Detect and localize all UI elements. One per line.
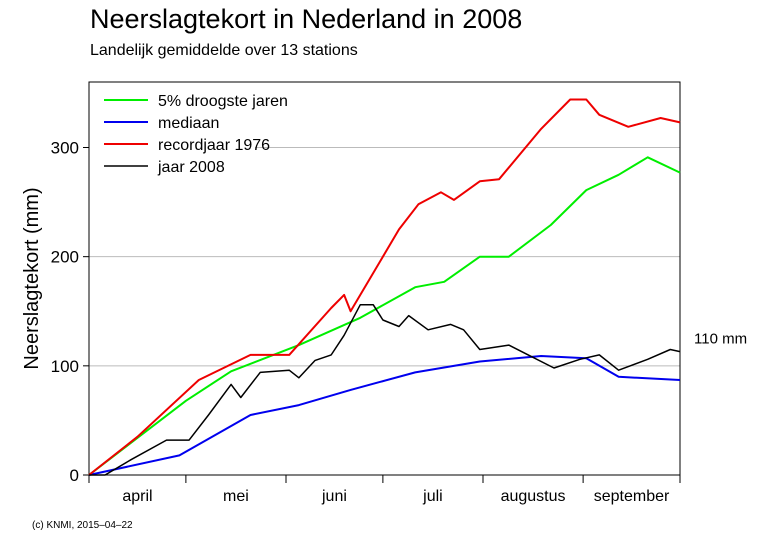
legend-label: 5% droogste jaren <box>158 93 288 110</box>
month-label-juni: juni <box>321 488 347 505</box>
end-value-annotation: 110 mm <box>694 331 747 348</box>
month-label-augustus: augustus <box>501 488 566 505</box>
series-line-5-droogste-jaren <box>88 156 681 476</box>
chart-subtitle: Landelijk gemiddelde over 13 stations <box>90 42 358 59</box>
y-tick-label: 100 <box>51 357 79 376</box>
y-axis-label: Neerslagtekort (mm) <box>21 187 43 369</box>
plot-frame <box>88 81 681 476</box>
chart-title: Neerslagtekort in Nederland in 2008 <box>90 4 523 34</box>
y-tick-label: 200 <box>51 248 79 267</box>
y-tick-label: 300 <box>51 139 79 158</box>
month-label-april: april <box>122 488 152 505</box>
month-label-september: september <box>594 488 670 505</box>
month-label-mei: mei <box>223 488 249 505</box>
series-line-recordjaar-1976 <box>88 98 681 476</box>
copyright-footer: (c) KNMI, 2015–04–22 <box>32 520 133 531</box>
legend-label: jaar 2008 <box>157 159 225 176</box>
series-line-mediaan <box>88 355 681 476</box>
legend-label: mediaan <box>158 115 219 132</box>
legend-label: recordjaar 1976 <box>158 137 270 154</box>
y-tick-label: 0 <box>70 466 79 485</box>
series-line-jaar-2008 <box>89 303 681 476</box>
month-label-juli: juli <box>422 488 443 505</box>
